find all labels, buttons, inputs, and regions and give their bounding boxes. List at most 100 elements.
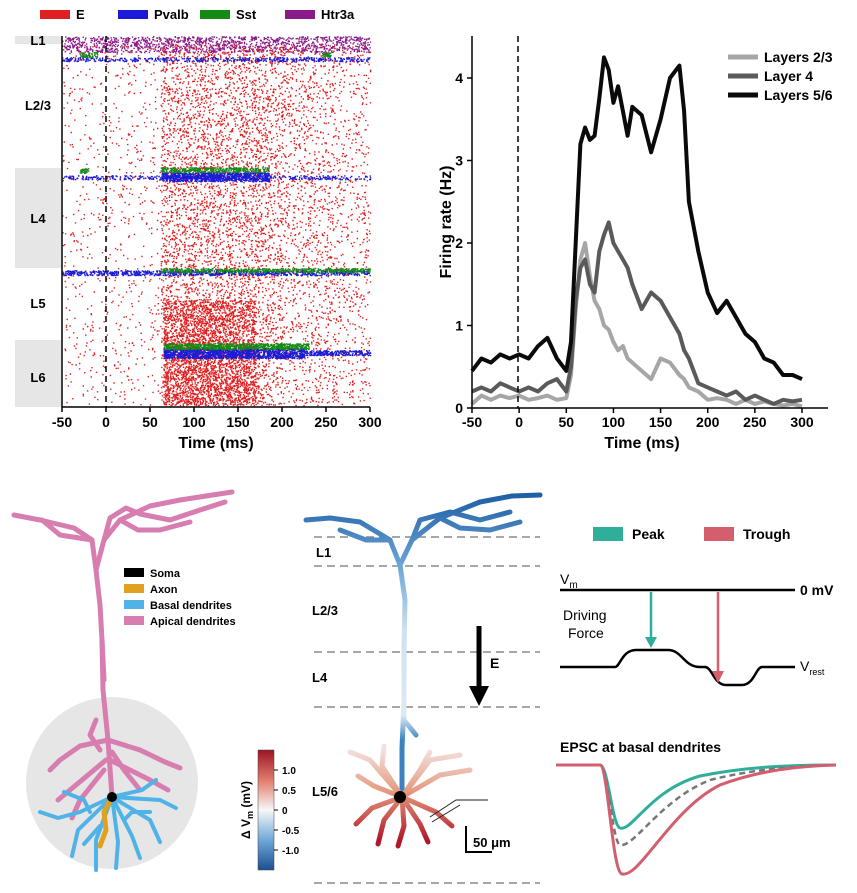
- morphology-legend: Soma Axon Basal dendrites Apical dendrites: [124, 568, 236, 628]
- field-arrow-head: [469, 686, 489, 706]
- firing-rate-series: [470, 55, 803, 409]
- fr-legend-label-1: Layer 4: [764, 68, 813, 84]
- field-soma: [394, 791, 406, 803]
- htr3a-spikes: [62, 36, 372, 54]
- raster-legend-label-0: E: [76, 7, 85, 22]
- raster-layer-l4: L4: [30, 211, 46, 226]
- raster-tick-label: 100: [182, 414, 206, 430]
- fr-y-tick-label: 4: [455, 70, 463, 86]
- fr-x-tick-label: 200: [696, 414, 720, 430]
- field-response-panel: L1 L2/3 L4 L5/6: [239, 492, 543, 884]
- field-layer-l4: L4: [312, 670, 328, 685]
- morphology-legend-label-3: Apical dendrites: [150, 616, 236, 628]
- raster-tick-label: 200: [270, 414, 294, 430]
- field-layer-l56: L5/6: [312, 784, 338, 799]
- fr-series-line-2: [470, 55, 803, 381]
- fr-x-tick-label: 250: [743, 414, 767, 430]
- driving-label-1: Driving: [563, 607, 607, 623]
- soma: [107, 792, 117, 802]
- raster-legend-swatch-3: [285, 10, 315, 19]
- fr-x-tick-label: 150: [649, 414, 673, 430]
- layer-band-l4: [15, 168, 61, 268]
- e-spikes: [62, 44, 372, 407]
- raster-legend: E Pvalb Sst Htr3a: [40, 7, 355, 22]
- fr-y-label: Firing rate (Hz): [438, 166, 455, 279]
- fr-legend-label-2: Layers 5/6: [764, 87, 833, 103]
- colorbar-tick-label: 1.0: [282, 766, 296, 777]
- rest-label: Vrest: [800, 658, 825, 677]
- raster-panel: E Pvalb Sst Htr3a L1 L2/3 L4 L5 L6 -50 0 50 10…: [15, 7, 382, 452]
- electrode: [429, 799, 488, 823]
- raster-tick-label: -50: [52, 414, 72, 430]
- fr-series-line-1: [471, 220, 803, 406]
- peak-arrow-head: [645, 637, 657, 648]
- field-basal-dendrites: [347, 743, 473, 849]
- raster-spikes: [62, 36, 372, 407]
- fr-legend-label-0: Layers 2/3: [764, 49, 833, 65]
- epsc-title: EPSC at basal dendrites: [560, 739, 721, 755]
- morphology-legend-label-2: Basal dendrites: [150, 600, 232, 612]
- layer-band-l6: [15, 340, 61, 407]
- peak-legend-swatch: [593, 527, 623, 541]
- raster-legend-label-2: Sst: [236, 7, 257, 22]
- raster-layer-l5: L5: [30, 296, 45, 311]
- fr-x-ticks: -50 0 50 100 150 200 250 300: [462, 408, 814, 430]
- epsc-trough-trace: [556, 763, 837, 876]
- raster-legend-label-1: Pvalb: [154, 7, 189, 22]
- morphology-legend-swatch-0: [124, 568, 144, 577]
- morphology-legend-label-0: Soma: [150, 568, 181, 580]
- driving-label-2: Force: [568, 625, 604, 641]
- raster-tick-label: 150: [226, 414, 250, 430]
- morphology-legend-swatch-3: [124, 616, 144, 625]
- raster-x-ticks: -50 0 50 100 150 200 250 300: [52, 407, 382, 430]
- field-apical-dendrites: [303, 492, 543, 800]
- field-label: E: [490, 655, 499, 671]
- epsc-peak-trace: [556, 763, 837, 830]
- colorbar-tick-label: -1.0: [282, 846, 300, 857]
- colorbar-ticks: 1.0 0.5 0 -0.5 -1.0: [274, 766, 300, 857]
- fr-legend: Layers 2/3 Layer 4 Layers 5/6: [728, 49, 833, 103]
- fr-x-label: Time (ms): [604, 435, 679, 452]
- fr-x-tick-label: -50: [462, 414, 482, 430]
- scale-bar: [465, 826, 492, 853]
- fr-y-tick-label: 1: [455, 318, 463, 334]
- trough-legend-label: Trough: [743, 526, 790, 542]
- fr-y-tick-label: 0: [455, 400, 463, 416]
- field-layer-l23: L2/3: [312, 603, 338, 618]
- epsc-panel: EPSC at basal dendrites: [556, 739, 837, 876]
- colorbar-tick-label: -0.5: [282, 826, 300, 837]
- basal-dendrites: [38, 778, 178, 872]
- morphology-legend-swatch-2: [124, 600, 144, 609]
- field-layer-l1: L1: [316, 545, 331, 560]
- layer-boundaries: [314, 536, 540, 884]
- colorbar-label: Δ Vm (mV): [239, 781, 255, 839]
- neuron-morphology-panel: Soma Axon Basal dendrites Apical dendrites: [11, 489, 236, 872]
- trough-arrow-head: [712, 671, 724, 683]
- axon: [97, 794, 115, 849]
- scale-bar-label: 50 μm: [473, 835, 511, 850]
- raster-x-label: Time (ms): [178, 435, 253, 452]
- fr-y-ticks: 0 1 2 3 4: [455, 70, 472, 416]
- raster-layer-l1: L1: [30, 33, 45, 48]
- fr-y-tick-label: 3: [455, 153, 463, 169]
- driving-force-panel: Peak Trough Vm 0 mV Driving Force Vrest: [560, 526, 834, 687]
- raster-legend-swatch-2: [200, 10, 230, 19]
- membrane-trace: [560, 648, 795, 687]
- fr-y-tick-label: 2: [455, 235, 463, 251]
- fr-x-tick-label: 0: [515, 414, 523, 430]
- colorbar-tick-label: 0.5: [282, 786, 296, 797]
- layer-band-l1: [15, 36, 61, 44]
- raster-layer-l6: L6: [30, 370, 45, 385]
- raster-tick-label: 50: [142, 414, 158, 430]
- raster-tick-label: 250: [314, 414, 338, 430]
- colorbar: [257, 749, 275, 871]
- zero-mv-label: 0 mV: [800, 582, 834, 598]
- morphology-legend-swatch-1: [124, 584, 144, 593]
- raster-legend-label-3: Htr3a: [321, 7, 355, 22]
- vm-label: Vm: [560, 571, 578, 591]
- raster-legend-swatch-1: [118, 10, 148, 19]
- raster-tick-label: 300: [358, 414, 382, 430]
- trough-legend-swatch: [704, 527, 734, 541]
